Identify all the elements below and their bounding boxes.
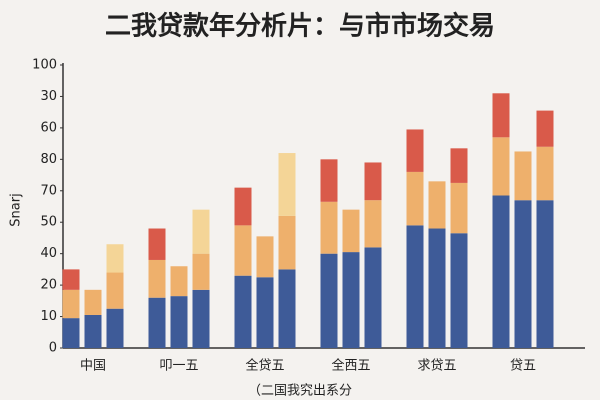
bar-segment [536,110,554,147]
bar-segment [278,269,296,348]
y-axis-label: Snarj [9,193,24,226]
bar-segment [492,195,510,348]
bar-segment [364,247,382,348]
bar-segment [62,318,80,348]
bar-segment [342,252,360,348]
bar-segment [450,148,468,183]
bar-segment [148,259,166,298]
bar-segment [148,297,166,348]
y-tick-label: 70 [40,183,57,198]
y-tick-label: 50 [40,215,57,230]
bar-segment [106,308,124,348]
bar-segment [278,153,296,216]
bar-segment [320,159,338,202]
bar-segment [148,228,166,260]
bar-segment [428,181,446,229]
bar-segment [536,146,554,201]
bar-segment [256,277,274,348]
bar-segment [192,289,210,348]
x-tick-label: 贷五 [510,359,536,374]
bar-segment [406,129,424,172]
bar-segment [192,253,210,290]
bar-segment [256,236,274,278]
bar-segment [364,200,382,248]
bar-segment [106,244,124,273]
y-tick-label: 0 [49,341,57,356]
y-tick-label: 30 [40,89,57,104]
bar-segment [536,200,554,348]
bar-segment [492,137,510,196]
bar-segment [514,151,532,201]
x-tick-label: 全西五 [331,358,370,374]
bar-segment [192,209,210,254]
bar-segment [450,233,468,348]
y-tick-label: 40 [40,246,57,261]
bar-segment [320,201,338,254]
bar-segment [406,225,424,348]
y-tick-label: 100 [32,58,57,73]
bar-segment [406,171,424,226]
x-tick-label: 叩一五 [159,359,198,374]
y-tick-label: 10 [40,309,57,324]
bar-segment [450,182,468,234]
bar-segment [62,269,80,290]
bar-segment [234,187,252,226]
bar-segment [342,209,360,253]
x-tick-label: 中国 [80,359,106,374]
bar-segment [170,266,188,297]
y-tick-label: 20 [40,278,57,293]
bar-segment [234,225,252,276]
bar-segment [84,289,102,315]
bar-segment [84,314,102,348]
bar-segment [492,93,510,138]
x-axis-label: （二国我究出系分 [248,384,352,399]
chart-title: 二我贷款年分析片：与市市场交易 [105,11,495,42]
y-tick-label: 60 [40,120,57,135]
bar-segment [170,296,188,348]
bar-segment [278,215,296,270]
bar-segment [364,162,382,201]
bar-segment [514,200,532,348]
y-tick-label: 80 [40,152,57,167]
bar-segment [234,275,252,348]
x-tick-label: 全贷五 [245,358,284,374]
bar-segment [106,272,124,309]
bar-segment [62,289,80,319]
x-tick-label: 求贷五 [417,359,456,374]
bar-segment [428,228,446,348]
bar-segment [320,253,338,348]
